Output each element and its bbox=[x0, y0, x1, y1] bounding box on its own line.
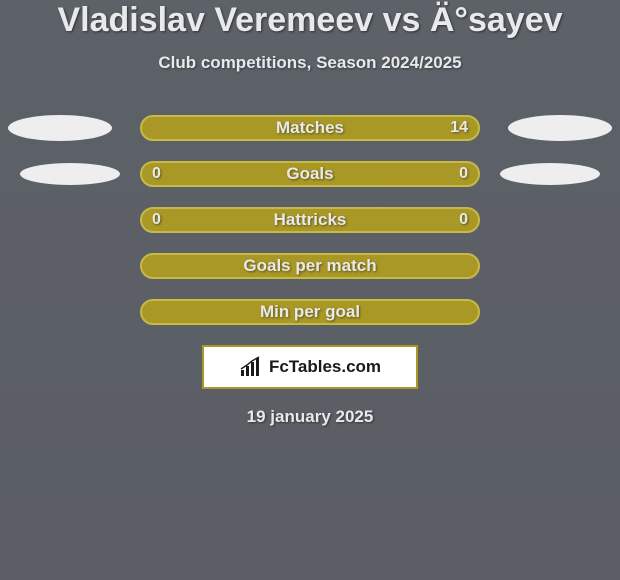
stat-row: Goals per match bbox=[0, 253, 620, 279]
stat-pill: Min per goal bbox=[140, 299, 480, 325]
stat-value-right: 0 bbox=[459, 165, 468, 183]
stat-value-left: 0 bbox=[152, 165, 161, 183]
stat-row: Min per goal bbox=[0, 299, 620, 325]
stat-pill: Matches 14 bbox=[140, 115, 480, 141]
stat-row: Matches 14 bbox=[0, 115, 620, 141]
player-left-marker bbox=[8, 115, 112, 141]
stat-row: 0 Goals 0 bbox=[0, 161, 620, 187]
comparison-rows: Matches 14 0 Goals 0 0 Hattricks 0 bbox=[0, 115, 620, 325]
stat-value-left: 0 bbox=[152, 211, 161, 229]
stat-pill: Goals per match bbox=[140, 253, 480, 279]
stat-label: Matches bbox=[276, 118, 344, 138]
page-subtitle: Club competitions, Season 2024/2025 bbox=[0, 53, 620, 73]
brand-label: FcTables.com bbox=[269, 357, 381, 377]
stat-label: Goals per match bbox=[243, 256, 376, 276]
player-right-marker bbox=[500, 163, 600, 185]
bar-chart-icon bbox=[239, 356, 265, 378]
stat-pill: 0 Goals 0 bbox=[140, 161, 480, 187]
brand-box[interactable]: FcTables.com bbox=[202, 345, 418, 389]
stat-label: Hattricks bbox=[274, 210, 347, 230]
player-right-marker bbox=[508, 115, 612, 141]
stat-label: Min per goal bbox=[260, 302, 360, 322]
stat-row: 0 Hattricks 0 bbox=[0, 207, 620, 233]
player-left-marker bbox=[20, 163, 120, 185]
stat-value-right: 0 bbox=[459, 211, 468, 229]
stat-value-right: 14 bbox=[450, 119, 468, 137]
infographic-date: 19 january 2025 bbox=[0, 407, 620, 427]
stat-label: Goals bbox=[286, 164, 333, 184]
stat-pill: 0 Hattricks 0 bbox=[140, 207, 480, 233]
page-title: Vladislav Veremeev vs Ä°sayev bbox=[0, 2, 620, 39]
